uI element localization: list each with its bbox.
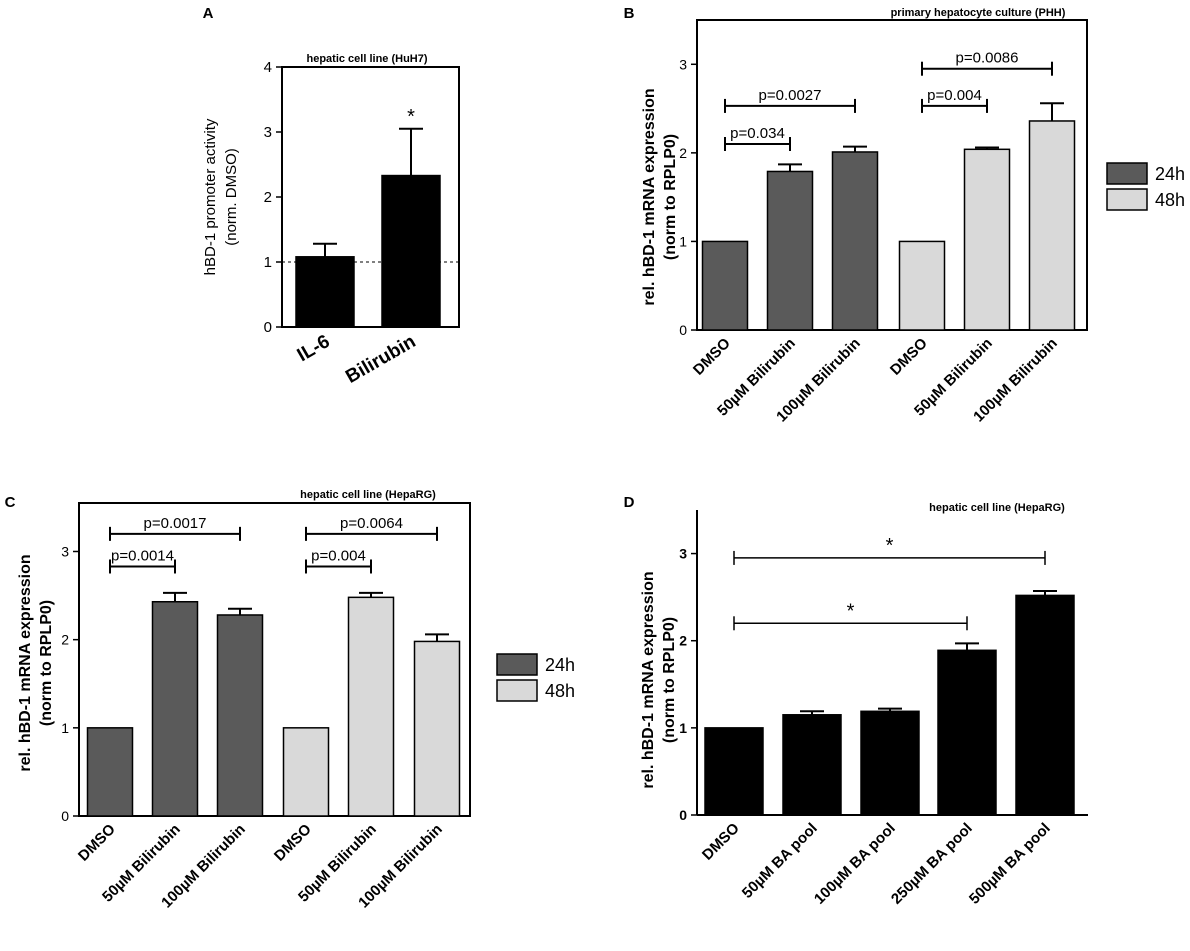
panel-c: C hepatic cell line (HepaRG) rel. hBD-1 … <box>5 489 575 911</box>
panel-b-bar <box>831 151 879 331</box>
panel-a-ytick-label: 3 <box>264 124 272 141</box>
panel-b-bracket-label: p=0.004 <box>927 87 982 104</box>
panel-d-bar <box>937 649 997 816</box>
panel-b-legend-swatch <box>1106 188 1148 211</box>
panel-c-bar <box>347 596 395 817</box>
panel-b-ylabel-line1: rel. hBD-1 mRNA expression <box>641 88 658 305</box>
panel-c-legend-label: 48h <box>545 681 575 701</box>
panel-c-bar <box>86 727 134 817</box>
panel-b-category-label: DMSO <box>887 335 931 379</box>
panel-d-category-label: 250µM BA pool <box>888 820 976 908</box>
panel-a-plot: 0 1 2 3 4 IL-6 Bilirubin * <box>264 59 460 388</box>
panel-c-bracket-label: p=0.004 <box>311 547 366 564</box>
panel-b-bar <box>898 240 946 331</box>
panel-b-bracket-label: p=0.0027 <box>759 87 822 104</box>
panel-d-ylabel-line2: (norm to RPLP0) <box>661 617 678 743</box>
panel-b-subtitle: primary hepatocyte culture (PHH) <box>891 7 1066 19</box>
panel-c-bracket-label: p=0.0017 <box>144 515 207 532</box>
panel-d: D hepatic cell line (HepaRG) rel. hBD-1 … <box>624 494 1088 908</box>
panel-d-bar <box>704 727 764 816</box>
panel-b-bar <box>701 240 749 331</box>
panel-a-bar <box>295 256 355 328</box>
panel-d-label: D <box>624 494 635 511</box>
panel-c-ylabel-line2: (norm to RPLP0) <box>38 600 55 726</box>
panel-a-ytick-label: 0 <box>264 319 272 336</box>
panel-c-legend-swatch <box>496 679 538 702</box>
panel-a-bar <box>381 174 441 328</box>
panel-a-ytick-label: 1 <box>264 254 272 271</box>
panel-d-bracket-label: * <box>847 600 855 622</box>
panel-d-category-label: 100µM BA pool <box>811 820 899 908</box>
panel-b-ytick-label: 3 <box>679 56 687 72</box>
panel-d-subtitle: hepatic cell line (HepaRG) <box>929 502 1065 514</box>
panel-c-ytick-label: 2 <box>61 632 69 648</box>
panel-a-ytick-label: 2 <box>264 189 272 206</box>
panel-b: B primary hepatocyte culture (PHH) rel. … <box>624 5 1185 425</box>
panel-a-ylabel-line2: (norm. DMSO) <box>223 148 240 246</box>
panel-a-subtitle: hepatic cell line (HuH7) <box>306 53 427 65</box>
panel-c-legend-swatch <box>496 653 538 676</box>
panel-d-category-label: 50µM BA pool <box>739 820 821 902</box>
panel-a-significance-star: * <box>407 106 415 128</box>
panel-b-bar <box>963 148 1011 331</box>
panel-d-category-label: 500µM BA pool <box>966 820 1054 908</box>
panel-b-legend-label: 48h <box>1155 190 1185 210</box>
panel-a-ytick-label: 4 <box>264 59 272 76</box>
panel-c-bar <box>216 614 264 817</box>
panel-b-ylabel-line2: (norm to RPLP0) <box>662 134 679 260</box>
panel-c-label: C <box>5 494 16 511</box>
panel-c-ytick-label: 1 <box>61 720 69 736</box>
panel-d-ytick-label: 3 <box>679 546 687 562</box>
panel-d-ylabel-line1: rel. hBD-1 mRNA expression <box>640 571 657 788</box>
panel-b-bracket-label: p=0.0086 <box>956 50 1019 67</box>
panel-c-ytick-label: 0 <box>61 808 69 824</box>
panel-d-ytick-label: 0 <box>679 807 687 823</box>
panel-d-bar <box>1015 594 1075 816</box>
panel-c-bar <box>151 600 199 817</box>
panel-d-ytick-label: 1 <box>679 720 687 736</box>
panel-c-ylabel-line1: rel. hBD-1 mRNA expression <box>17 554 34 771</box>
panel-a: A hepatic cell line (HuH7) hBD-1 promote… <box>202 5 460 388</box>
panel-d-ytick-label: 2 <box>679 633 687 649</box>
panel-b-ytick-label: 0 <box>679 322 687 338</box>
panel-d-bar <box>860 710 920 816</box>
panel-b-bar <box>766 170 814 331</box>
panel-b-bar <box>1028 120 1076 331</box>
panel-c-category-label: DMSO <box>271 821 315 865</box>
panel-d-bracket-label: * <box>886 535 894 557</box>
panel-c-bar <box>413 640 461 817</box>
panel-b-ytick-label: 1 <box>679 233 687 249</box>
panel-a-category-label: Bilirubin <box>342 331 419 388</box>
panel-b-bracket-label: p=0.034 <box>730 125 785 142</box>
panel-b-label: B <box>624 5 635 22</box>
panel-c-bracket-label: p=0.0014 <box>111 547 174 564</box>
panel-a-label: A <box>203 5 214 22</box>
panel-a-ylabel-line1: hBD-1 promoter activity <box>202 118 219 275</box>
panel-b-ytick-label: 2 <box>679 145 687 161</box>
panel-c-ytick-label: 3 <box>61 543 69 559</box>
panel-d-bar <box>782 714 842 816</box>
panel-a-category-label: IL-6 <box>294 331 334 366</box>
panel-b-legend-label: 24h <box>1155 164 1185 184</box>
panel-c-frame <box>78 502 471 817</box>
panel-c-legend-label: 24h <box>545 655 575 675</box>
panel-c-subtitle: hepatic cell line (HepaRG) <box>300 489 436 501</box>
panel-b-category-label: DMSO <box>690 335 734 379</box>
panel-d-category-label: DMSO <box>699 820 743 864</box>
panel-c-bracket-label: p=0.0064 <box>340 515 403 532</box>
panel-b-legend-swatch <box>1106 162 1148 185</box>
panel-b-frame <box>696 19 1088 331</box>
panel-c-category-label: DMSO <box>75 821 119 865</box>
panel-c-bar <box>282 727 330 817</box>
